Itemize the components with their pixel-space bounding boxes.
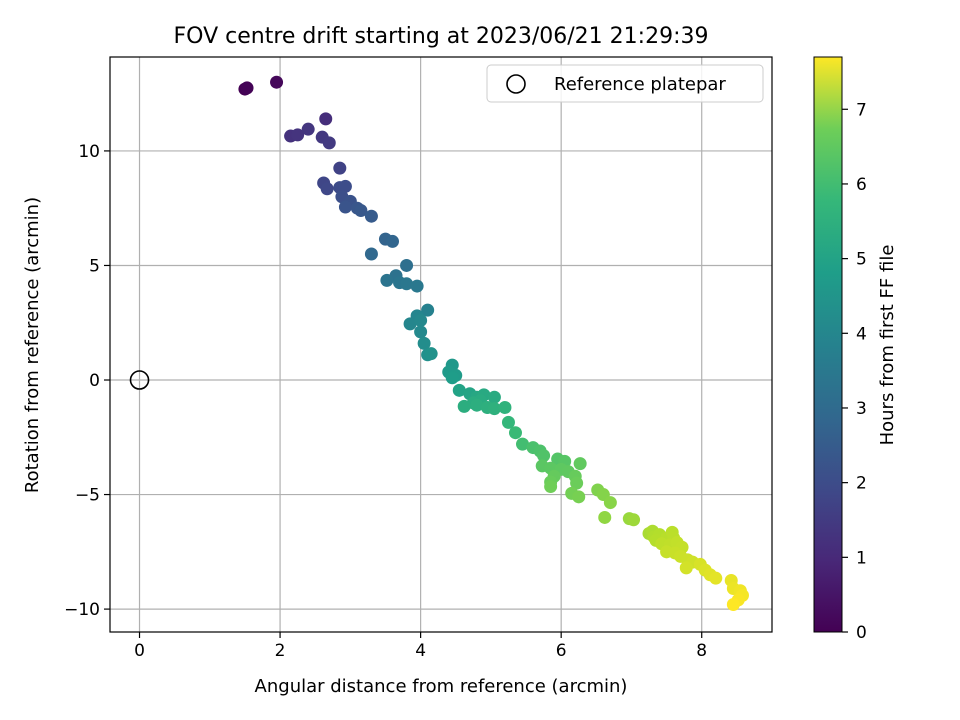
data-point-27 [400,277,414,291]
y-tick-label-2: 0 [89,371,100,391]
data-point-34 [417,336,431,350]
data-point-69 [570,476,584,490]
data-point-2 [270,75,284,89]
colorbar-tick-label-4: 4 [856,324,867,344]
data-point-53 [501,415,515,429]
data-point-54 [508,426,522,440]
y-tick-label-0: 10 [78,142,100,162]
x-tick-label-4: 8 [696,641,707,661]
chart-title: FOV centre drift starting at 2023/06/21 … [174,24,709,49]
x-axis-label: Angular distance from reference (arcmin) [255,676,628,697]
data-point-40 [445,371,459,385]
data-point-96 [679,561,693,575]
data-point-18 [354,203,368,217]
x-axis-ticks: 0 2 4 6 8 [134,632,707,661]
data-point-49 [470,398,484,412]
data-point-29 [421,303,435,317]
data-point-8 [322,136,336,150]
data-point-31 [403,317,417,331]
x-tick-label-0: 0 [134,641,145,661]
y-tick-label-4: −10 [64,600,100,620]
y-tick-label-1: 5 [89,256,100,276]
colorbar-tick-label-5: 5 [856,250,867,270]
colorbar-tick-label-7: 7 [856,100,867,120]
data-point-13 [338,179,352,193]
data-point-33 [414,325,428,339]
data-point-76 [598,510,612,524]
data-point-1 [240,81,254,95]
colorbar-tick-label-6: 6 [856,175,867,195]
data-point-75 [603,496,617,510]
x-tick-label-3: 6 [556,641,567,661]
plot-frame [109,56,773,633]
legend-entry-reference-platepar: Reference platepar [554,74,726,95]
data-point-48 [457,399,471,413]
data-point-23 [400,258,414,272]
data-point-36 [424,347,438,361]
data-point-72 [572,490,586,504]
data-point-55 [516,437,530,451]
data-point-5 [291,128,305,142]
y-tick-label-3: −5 [75,486,100,506]
data-point-52 [498,400,512,414]
grid-lines [110,57,772,632]
data-point-78 [627,513,641,527]
data-point-6 [301,122,315,136]
data-point-28 [410,279,424,293]
data-point-51 [487,402,501,416]
colorbar-tick-label-3: 3 [856,399,867,419]
colorbar-tick-label-1: 1 [856,548,867,568]
legend-box [486,64,764,103]
data-point-19 [364,209,378,223]
data-point-41 [452,383,466,397]
y-axis-label: Rotation from reference (arcmin) [22,197,43,493]
data-point-9 [333,161,347,175]
x-tick-label-1: 2 [275,641,286,661]
colorbar-tick-label-2: 2 [856,474,867,494]
y-axis-ticks: 10 5 0 −5 −10 [64,142,110,620]
colorbar-ticks: 0 1 2 3 4 5 6 7 [842,100,867,643]
data-point-3 [319,112,333,126]
data-point-16 [338,200,352,214]
data-point-70 [544,480,558,494]
data-point-45 [487,390,501,404]
legend-open-circle-marker [506,74,526,94]
data-point-58 [537,449,551,463]
data-point-100 [709,571,723,585]
x-tick-label-2: 4 [415,641,426,661]
data-point-11 [320,182,334,196]
colorbar-label: Hours from first FF file [877,245,898,446]
scatter-points [238,75,749,612]
data-point-65 [573,457,587,471]
data-point-22 [364,247,378,261]
data-point-32 [414,313,428,327]
data-point-25 [380,273,394,287]
reference-point-marker [129,370,150,390]
colorbar-tick-label-0: 0 [856,623,867,643]
data-point-21 [386,234,400,248]
data-point-106 [726,598,740,612]
legend: Reference platepar [486,64,764,103]
colorbar [813,56,843,633]
